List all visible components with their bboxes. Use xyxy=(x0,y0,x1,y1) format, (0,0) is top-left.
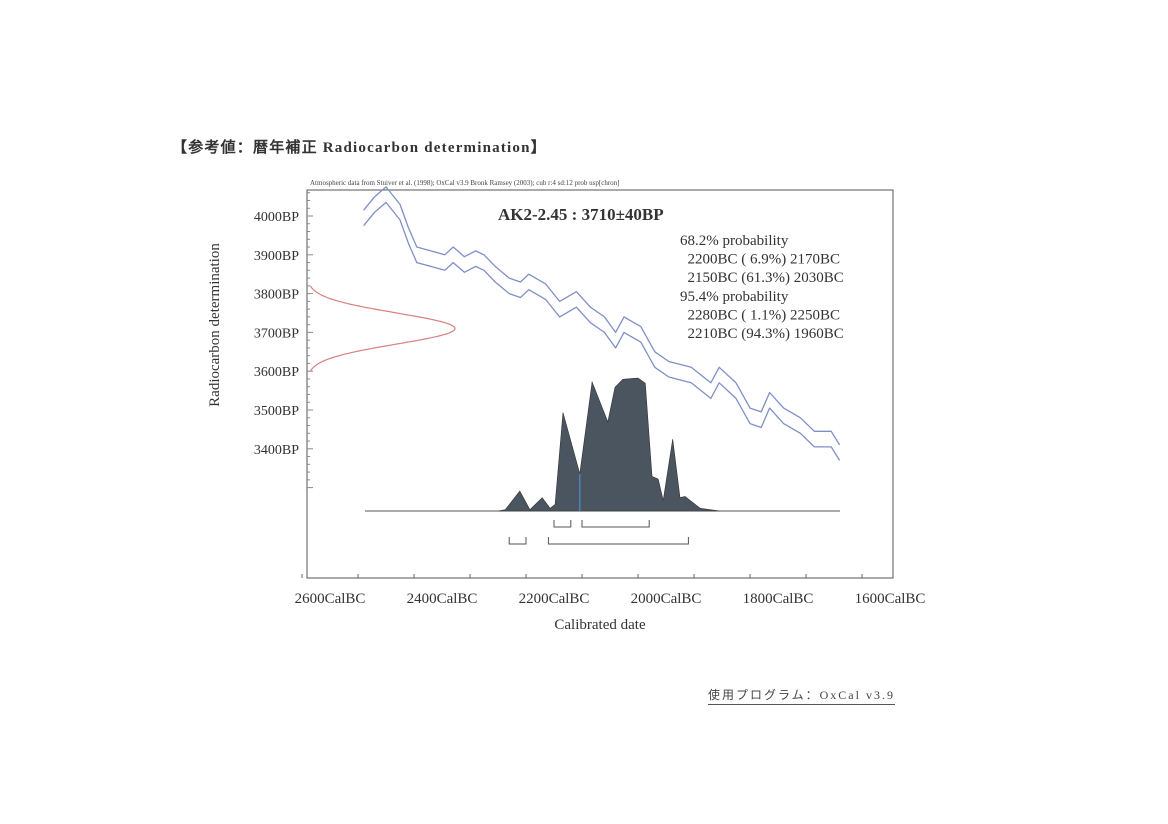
x-tick-label: 2400CalBC xyxy=(407,591,478,607)
range-68-bracket xyxy=(553,520,572,528)
y-tick-label: 3900BP xyxy=(254,249,299,264)
legend-line: 2280BC ( 1.1%) 2250BC xyxy=(680,307,840,323)
chart-title: AK2-2.45 : 3710±40BP xyxy=(498,205,664,224)
y-axis-label: Radiocarbon determination xyxy=(207,243,223,407)
y-axis: 4000BP 3900BP 3800BP 3700BP 3600BP 3500BP 3400… xyxy=(254,192,313,489)
legend: 68.2% probability 2200BC ( 6.9%) 2170BC … xyxy=(680,233,844,342)
x-tick-label: 2200CalBC xyxy=(519,591,590,607)
legend-line: 95.4% probability xyxy=(680,289,789,305)
calibration-curve-lower xyxy=(363,201,841,461)
range-68-bracket xyxy=(581,520,650,528)
legend-line: 68.2% probability xyxy=(680,233,789,249)
y-tick-label: 3500BP xyxy=(254,404,299,419)
x-tick-label: 2600CalBC xyxy=(295,591,366,607)
x-tick-label: 1800CalBC xyxy=(743,591,814,607)
x-tick-label: 1600CalBC xyxy=(855,591,926,607)
plot-frame xyxy=(306,189,894,579)
calibration-curve-upper xyxy=(363,186,841,446)
probability-distribution xyxy=(497,377,720,512)
chart-subtitle: Atmospheric data from Stuiver et al. (19… xyxy=(310,179,620,187)
legend-line: 2210BC (94.3%) 1960BC xyxy=(680,326,844,342)
range-95-bracket xyxy=(508,537,527,545)
legend-line: 2200BC ( 6.9%) 2170BC xyxy=(680,252,840,268)
page-title: 【参考値：暦年補正 Radiocarbon determination】 xyxy=(172,140,547,156)
y-tick-label: 3800BP xyxy=(254,288,299,303)
program-footer: 使用プログラム：OxCal v3.9 xyxy=(708,686,895,705)
x-axis-label: Calibrated date xyxy=(554,617,646,633)
radiocarbon-gaussian xyxy=(309,285,456,372)
y-tick-label: 3600BP xyxy=(254,365,299,380)
x-axis: 2600CalBC 2400CalBC 2200CalBC 2000CalBC 1800… xyxy=(295,574,926,607)
y-tick-label: 3700BP xyxy=(254,326,299,341)
chart-marks xyxy=(309,186,841,545)
x-tick-label: 2000CalBC xyxy=(631,591,702,607)
legend-line: 2150BC (61.3%) 2030BC xyxy=(680,270,844,286)
y-tick-label: 3400BP xyxy=(254,443,299,458)
y-tick-label: 4000BP xyxy=(254,210,299,225)
range-95-bracket xyxy=(547,537,689,545)
